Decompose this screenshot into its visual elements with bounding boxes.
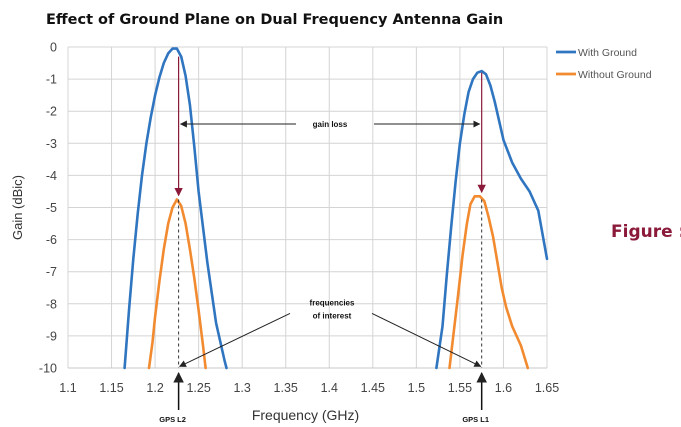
marker-label: GPS L1 — [462, 415, 489, 424]
marker-label: GPS L2 — [159, 415, 186, 424]
y-tick-label: -2 — [46, 105, 57, 119]
x-tick-label: 1.3 — [233, 381, 250, 395]
x-tick-label: 1.45 — [361, 381, 385, 395]
x-tick-label: 1.35 — [274, 381, 298, 395]
y-tick-label: -9 — [46, 329, 57, 343]
x-tick-label: 1.5 — [408, 381, 425, 395]
y-tick-label: -5 — [46, 201, 57, 215]
x-tick-label: 1.4 — [321, 381, 338, 395]
frequencies-arrow-right — [371, 312, 482, 367]
figure-label: Figure : — [611, 222, 681, 242]
chart-title: Effect of Ground Plane on Dual Frequency… — [46, 12, 503, 28]
x-tick-label: 1.65 — [535, 381, 559, 395]
y-tick-label: -6 — [46, 233, 57, 247]
x-tick-label: 1.2 — [146, 381, 163, 395]
y-tick-label: -8 — [46, 297, 57, 311]
x-tick-label: 1.25 — [186, 381, 210, 395]
frequencies-label: of interest — [313, 311, 352, 320]
x-tick-label: 1.1 — [59, 381, 76, 395]
y-tick-label: -1 — [46, 73, 57, 87]
grid — [67, 46, 548, 369]
frequencies-arrow-left — [178, 312, 291, 367]
series-line — [147, 198, 207, 370]
series-line — [435, 69, 549, 370]
x-axis-label: Frequency (GHz) — [252, 407, 359, 423]
y-tick-label: 0 — [50, 41, 57, 55]
frequencies-label: frequencies — [310, 298, 355, 307]
y-tick-label: -3 — [46, 137, 57, 151]
legend-label: With Ground — [578, 47, 637, 59]
gain-loss-label: gain loss — [313, 120, 348, 129]
y-tick-label: -4 — [46, 169, 57, 183]
y-axis-label: Gain (dBic) — [10, 175, 25, 240]
y-tick-label: -7 — [46, 265, 57, 279]
legend-label: Without Ground — [578, 69, 652, 81]
y-tick-label: -10 — [39, 362, 57, 376]
x-tick-label: 1.55 — [448, 381, 472, 395]
series-line — [123, 47, 228, 370]
series-line — [448, 195, 530, 370]
x-tick-label: 1.6 — [495, 381, 512, 395]
x-tick-label: 1.15 — [99, 381, 123, 395]
